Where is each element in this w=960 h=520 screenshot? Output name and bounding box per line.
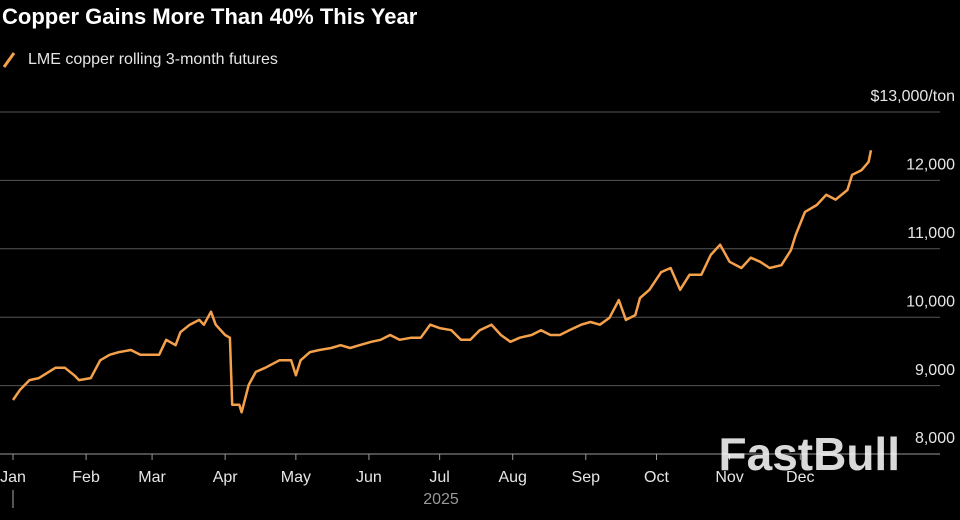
x-tick-label: Apr	[213, 469, 239, 486]
x-tick-label: Nov	[715, 469, 743, 486]
x-tick-label: Oct	[644, 469, 669, 486]
x-tick-label: Sep	[572, 469, 601, 486]
y-tick-label: 11,000	[907, 225, 955, 242]
y-tick-label: 12,000	[906, 157, 955, 174]
x-tick-label: Jun	[356, 469, 382, 486]
y-tick-label: $13,000/ton	[870, 88, 955, 105]
chart-title: Copper Gains More Than 40% This Year	[2, 4, 418, 29]
x-tick-label: May	[281, 469, 311, 486]
y-tick-label: 10,000	[906, 293, 955, 310]
data-line	[11, 150, 873, 414]
y-tick-label: 8,000	[915, 430, 955, 447]
legend-label: LME copper rolling 3-month futures	[28, 51, 278, 68]
x-tick-label: Dec	[786, 469, 814, 486]
x-axis-label: 2025	[423, 491, 459, 508]
x-tick-label: Feb	[72, 469, 100, 486]
x-tick-label: Jan	[0, 469, 26, 486]
watermark: FastBull	[719, 428, 900, 480]
x-tick-label: Jul	[429, 469, 449, 486]
legend-icon	[2, 52, 16, 68]
y-tick-label: 9,000	[915, 362, 955, 379]
x-tick-label: Mar	[138, 469, 166, 486]
x-tick-label: Aug	[498, 469, 526, 486]
